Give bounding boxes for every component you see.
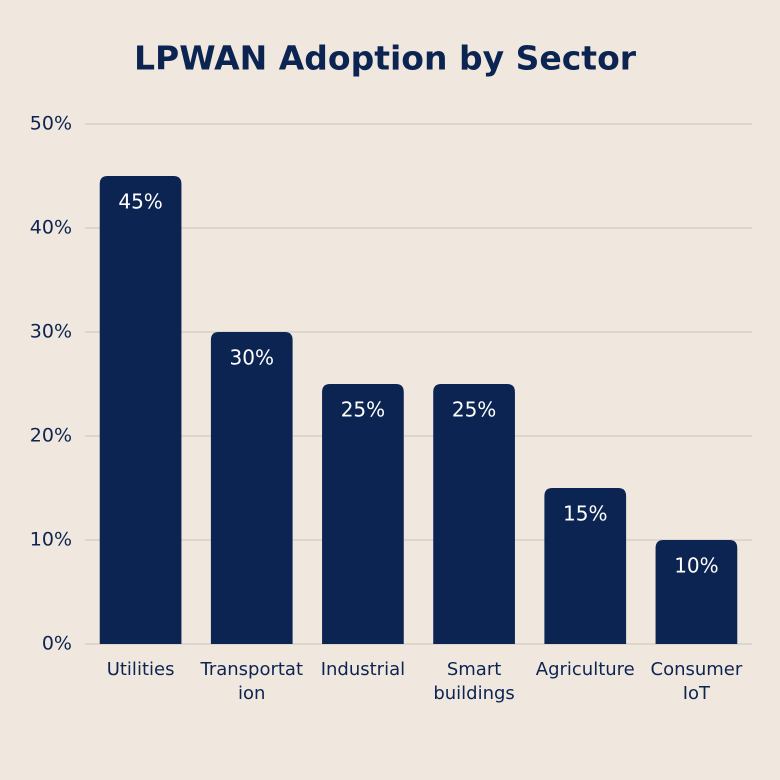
chart-title: LPWAN Adoption by Sector — [134, 39, 637, 78]
value-label: 25% — [341, 398, 385, 422]
value-label: 25% — [452, 398, 496, 422]
x-tick-label: Agriculture — [535, 659, 635, 680]
y-tick-label: 10% — [30, 529, 72, 551]
y-tick-label: 30% — [30, 321, 72, 343]
x-tick-label: Utilities — [106, 659, 175, 680]
x-tick-label: Transportation — [200, 659, 304, 704]
bar — [99, 176, 182, 644]
x-tick-label: Industrial — [320, 659, 406, 680]
x-tick-label: Consumer IoT — [650, 659, 743, 704]
bar — [322, 384, 404, 644]
y-tick-label: 0% — [42, 633, 72, 655]
value-label: 45% — [118, 190, 162, 214]
y-tick-label: 20% — [30, 425, 72, 447]
value-label: 10% — [674, 554, 718, 578]
bar — [544, 488, 627, 644]
bar — [210, 332, 293, 644]
bar — [655, 540, 738, 644]
value-label: 15% — [563, 502, 607, 526]
y-tick-label: 40% — [30, 217, 72, 239]
x-tick-label: Smart buildings — [433, 659, 515, 704]
value-label: 30% — [230, 346, 274, 370]
bar — [433, 384, 515, 644]
y-tick-label: 50% — [30, 113, 72, 135]
